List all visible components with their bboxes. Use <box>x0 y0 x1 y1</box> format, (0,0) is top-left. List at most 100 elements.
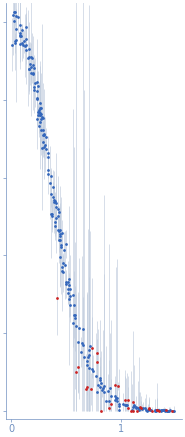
Point <box>15 13 18 20</box>
Point <box>147 406 150 413</box>
Point <box>81 326 84 333</box>
Point <box>77 364 80 371</box>
Point <box>66 285 69 292</box>
Point <box>13 39 16 46</box>
Point <box>156 406 159 413</box>
Point <box>60 229 63 236</box>
Point <box>57 212 60 219</box>
Point <box>92 368 95 375</box>
Point <box>42 139 45 146</box>
Point <box>90 366 93 373</box>
Point <box>164 407 167 414</box>
Point <box>19 31 22 38</box>
Point <box>80 348 83 355</box>
Point <box>141 406 144 413</box>
Point <box>65 281 68 288</box>
Point <box>117 401 120 408</box>
Point <box>30 55 33 62</box>
Point <box>19 21 22 28</box>
Point <box>143 405 146 412</box>
Point <box>157 407 160 414</box>
Point <box>36 111 39 118</box>
Point <box>27 53 30 60</box>
Point <box>155 407 158 414</box>
Point <box>48 179 51 186</box>
Point <box>23 42 26 49</box>
Point <box>167 407 170 414</box>
Point <box>124 397 127 404</box>
Point <box>135 405 138 412</box>
Point <box>40 111 43 118</box>
Point <box>43 131 46 138</box>
Point <box>41 114 43 121</box>
Point <box>87 352 90 359</box>
Point <box>95 388 98 395</box>
Point <box>132 402 135 409</box>
Point <box>91 344 94 351</box>
Point <box>102 385 105 392</box>
Point <box>50 211 53 218</box>
Point <box>56 295 58 302</box>
Point <box>135 404 138 411</box>
Point <box>27 45 30 52</box>
Point <box>107 397 110 404</box>
Point <box>102 382 105 389</box>
Point <box>51 184 54 191</box>
Point <box>38 105 41 112</box>
Point <box>61 263 64 270</box>
Point <box>45 134 48 141</box>
Point <box>90 385 93 392</box>
Point <box>36 95 39 102</box>
Point <box>33 83 36 90</box>
Point <box>69 293 72 300</box>
Point <box>37 108 40 115</box>
Point <box>139 404 142 411</box>
Point <box>24 35 27 42</box>
Point <box>41 145 43 152</box>
Point <box>36 83 39 90</box>
Point <box>43 132 46 139</box>
Point <box>100 386 103 393</box>
Point <box>104 398 107 405</box>
Point <box>68 296 71 303</box>
Point <box>137 404 140 411</box>
Point <box>71 319 74 326</box>
Point <box>39 100 42 107</box>
Point <box>136 407 139 414</box>
Point <box>100 407 103 414</box>
Point <box>11 41 14 48</box>
Point <box>55 215 58 222</box>
Point <box>39 126 42 133</box>
Point <box>65 279 68 286</box>
Point <box>62 269 65 276</box>
Point <box>25 47 28 54</box>
Point <box>160 407 163 414</box>
Point <box>38 111 41 118</box>
Point <box>56 226 59 233</box>
Point <box>43 143 46 150</box>
Point <box>58 253 61 260</box>
Point <box>21 39 24 46</box>
Point <box>54 204 57 211</box>
Point <box>38 123 41 130</box>
Point <box>139 404 142 411</box>
Point <box>116 398 119 405</box>
Point <box>99 380 102 387</box>
Point <box>23 38 26 45</box>
Point <box>114 392 117 399</box>
Point <box>167 407 170 414</box>
Point <box>118 403 121 410</box>
Point <box>14 38 17 45</box>
Point <box>74 323 77 329</box>
Point <box>33 86 36 93</box>
Point <box>108 385 111 392</box>
Point <box>13 18 16 25</box>
Point <box>87 353 90 360</box>
Point <box>18 29 21 36</box>
Point <box>77 339 80 346</box>
Point <box>151 407 154 414</box>
Point <box>38 111 41 118</box>
Point <box>81 341 84 348</box>
Point <box>103 388 106 395</box>
Point <box>122 401 125 408</box>
